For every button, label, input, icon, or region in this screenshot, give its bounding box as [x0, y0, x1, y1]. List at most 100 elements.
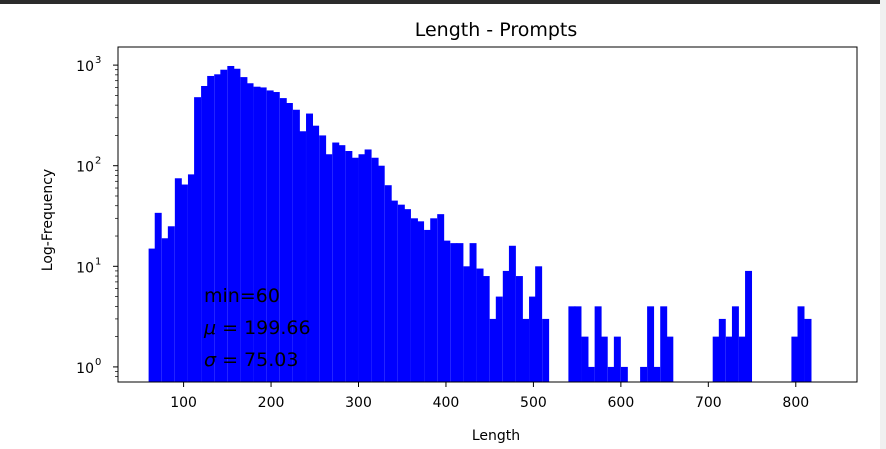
y-tick-label-0: 10: [76, 361, 94, 377]
histogram-bar-98: [791, 336, 799, 382]
histogram-bar-59: [535, 266, 543, 382]
histogram-bar-9: [207, 75, 215, 383]
histogram-bar-38: [397, 204, 405, 382]
histogram-bar-24: [306, 113, 313, 383]
x-tick-label-3: 400: [433, 395, 460, 411]
histogram-bar-6: [187, 174, 195, 382]
mean-value: = 199.66: [216, 317, 310, 339]
histogram-bar-12: [227, 65, 235, 383]
histogram-bar-17: [259, 87, 267, 383]
x-tick-label-6: 700: [695, 395, 722, 411]
histogram-bar-67: [587, 366, 595, 382]
histogram-bar-46: [450, 243, 458, 382]
histogram-bar-41: [417, 221, 425, 382]
histogram-bar-89: [731, 306, 739, 382]
histogram-bar-100: [804, 318, 812, 382]
histogram-bar-77: [653, 366, 661, 382]
chart-title: Length - Prompts: [415, 19, 578, 41]
histogram-bar-28: [332, 142, 340, 382]
histogram-bar-5: [180, 184, 188, 382]
y-tick-label-3: 10: [76, 59, 94, 75]
histogram-bar-11: [220, 69, 228, 383]
histogram-bar-56: [515, 276, 523, 382]
histogram-bar-18: [266, 90, 274, 382]
histogram-bar-90: [738, 336, 746, 382]
mu-symbol: μ: [203, 317, 216, 339]
sigma-symbol: σ: [204, 349, 217, 371]
histogram-bar-50: [476, 268, 484, 382]
x-tick-label-1: 200: [258, 395, 285, 411]
histogram-bar-78: [660, 306, 668, 382]
histogram-bar-37: [390, 200, 398, 382]
histogram-bar-79: [666, 336, 674, 382]
histogram-bar-25: [312, 125, 320, 383]
window-top-bar: [0, 0, 886, 4]
histogram-bar-22: [292, 109, 300, 383]
histogram-bar-51: [482, 276, 490, 382]
histogram-bar-75: [640, 366, 648, 382]
x-axis-label: Length: [472, 428, 520, 444]
histogram-bar-4: [174, 178, 182, 382]
histogram-bar-33: [364, 149, 372, 382]
y-tick-label-2: 10: [76, 160, 94, 176]
x-tick-label-5: 600: [608, 395, 635, 411]
histogram-bar-58: [529, 296, 536, 382]
histogram-bar-72: [620, 366, 628, 382]
histogram-bar-44: [437, 214, 445, 382]
histogram-bar-10: [214, 74, 222, 382]
histogram-bar-65: [574, 306, 582, 382]
histogram-bar-52: [489, 318, 497, 382]
histogram-bar-40: [410, 218, 418, 382]
histogram-bar-23: [299, 131, 306, 382]
histogram-bar-47: [456, 243, 464, 382]
std-stat: σ = 75.03: [204, 349, 298, 371]
histogram-bar-32: [358, 154, 366, 382]
histogram-bar-2: [161, 238, 169, 382]
histogram-bar-15: [246, 83, 254, 382]
histogram-bar-39: [403, 209, 411, 382]
x-tick-label-7: 800: [782, 395, 809, 411]
histogram-bar-14: [240, 77, 248, 382]
histogram-bar-36: [384, 185, 392, 382]
histogram-bar-16: [253, 86, 261, 382]
x-tick-label-0: 100: [170, 395, 197, 411]
histogram-bar-86: [712, 336, 720, 382]
histogram-bar-66: [581, 336, 589, 382]
histogram-bar-13: [233, 68, 241, 382]
histogram-bar-42: [424, 229, 432, 382]
histogram-bar-45: [443, 240, 451, 382]
histogram-bar-26: [319, 135, 327, 382]
histogram-bar-69: [600, 336, 608, 382]
histogram-bar-19: [272, 92, 280, 382]
histogram-bar-29: [338, 145, 346, 382]
histogram-bar-91: [745, 270, 753, 382]
histogram-bar-35: [377, 165, 385, 382]
histogram-bar-71: [613, 336, 621, 382]
histogram-bar-8: [201, 85, 209, 383]
x-axis-ticks: 100 200 300 400 500 600 700 800: [170, 382, 809, 411]
y-tick-exponent-2: 2: [95, 156, 101, 167]
scrollbar-track[interactable]: [880, 0, 886, 449]
stats-annotation: min=60 μ = 199.66 σ = 75.03: [203, 285, 311, 371]
histogram-bar-3: [167, 226, 175, 382]
histogram-bar-30: [345, 151, 353, 382]
histogram-bar-20: [279, 98, 287, 382]
histogram-bar-76: [647, 306, 655, 382]
histogram-bar-43: [430, 218, 438, 382]
histogram-bar-1: [154, 212, 162, 382]
y-axis-label: Log-Frequency: [40, 169, 56, 271]
histogram-bar-7: [194, 97, 202, 383]
histogram-bar-87: [718, 318, 726, 382]
histogram-bar-53: [495, 296, 503, 382]
y-tick-exponent-1: 1: [95, 256, 101, 267]
histogram-bar-99: [797, 306, 805, 382]
min-stat: min=60: [204, 285, 280, 307]
y-tick-label-1: 10: [76, 260, 94, 276]
histogram-bars: [148, 65, 812, 383]
y-tick-exponent-0: 0: [95, 357, 101, 368]
histogram-bar-64: [568, 306, 576, 382]
histogram-bar-0: [148, 248, 156, 382]
std-value: = 75.03: [216, 349, 298, 371]
